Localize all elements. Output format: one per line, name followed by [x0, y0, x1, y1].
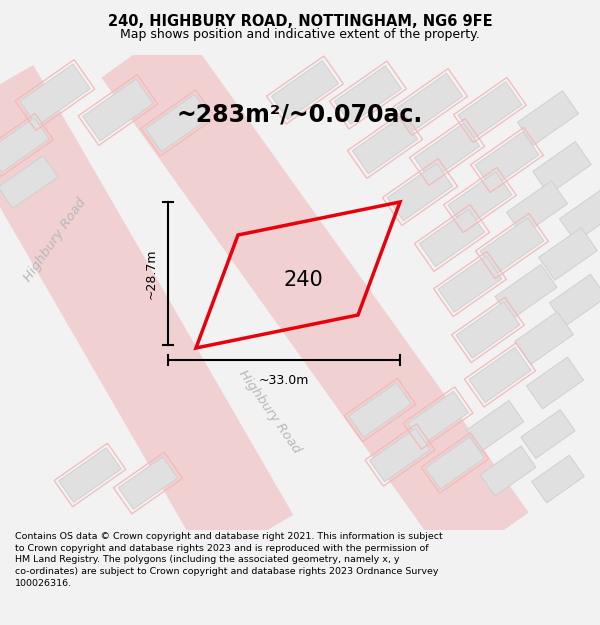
- Polygon shape: [425, 437, 485, 489]
- Polygon shape: [559, 190, 600, 242]
- Polygon shape: [532, 455, 584, 503]
- Polygon shape: [59, 448, 121, 503]
- Polygon shape: [335, 66, 401, 124]
- Polygon shape: [349, 382, 411, 438]
- Polygon shape: [415, 123, 479, 181]
- Polygon shape: [407, 391, 469, 445]
- Polygon shape: [0, 65, 293, 565]
- Text: ~33.0m: ~33.0m: [259, 374, 309, 387]
- Polygon shape: [352, 116, 418, 174]
- Polygon shape: [419, 209, 485, 267]
- Polygon shape: [118, 457, 178, 509]
- Polygon shape: [20, 64, 90, 126]
- Polygon shape: [466, 401, 524, 451]
- Text: Highbury Road: Highbury Road: [236, 368, 304, 456]
- Text: Map shows position and indicative extent of the property.: Map shows position and indicative extent…: [120, 28, 480, 41]
- Polygon shape: [272, 61, 338, 119]
- Polygon shape: [506, 181, 568, 235]
- Polygon shape: [480, 218, 544, 274]
- Text: ~283m²/~0.070ac.: ~283m²/~0.070ac.: [177, 103, 423, 127]
- Polygon shape: [517, 91, 578, 145]
- Polygon shape: [550, 274, 600, 326]
- Polygon shape: [495, 264, 557, 319]
- Polygon shape: [397, 73, 463, 131]
- Polygon shape: [480, 446, 536, 496]
- Polygon shape: [388, 163, 452, 221]
- Text: 240, HIGHBURY ROAD, NOTTINGHAM, NG6 9FE: 240, HIGHBURY ROAD, NOTTINGHAM, NG6 9FE: [107, 14, 493, 29]
- Polygon shape: [370, 428, 430, 482]
- Polygon shape: [456, 302, 520, 358]
- Polygon shape: [101, 22, 529, 568]
- Text: ~28.7m: ~28.7m: [145, 248, 158, 299]
- Polygon shape: [0, 118, 49, 172]
- Polygon shape: [469, 348, 531, 403]
- Polygon shape: [83, 79, 153, 141]
- Text: Contains OS data © Crown copyright and database right 2021. This information is : Contains OS data © Crown copyright and d…: [15, 532, 443, 588]
- Polygon shape: [145, 94, 211, 152]
- Text: Highbury Road: Highbury Road: [22, 196, 89, 284]
- Polygon shape: [533, 142, 592, 194]
- Polygon shape: [539, 228, 598, 281]
- Polygon shape: [526, 357, 584, 409]
- Polygon shape: [515, 312, 574, 364]
- Text: 240: 240: [283, 270, 323, 290]
- Polygon shape: [458, 82, 522, 138]
- Polygon shape: [521, 409, 575, 458]
- Polygon shape: [475, 132, 539, 188]
- Polygon shape: [448, 172, 512, 228]
- Polygon shape: [438, 256, 502, 312]
- Polygon shape: [0, 156, 58, 208]
